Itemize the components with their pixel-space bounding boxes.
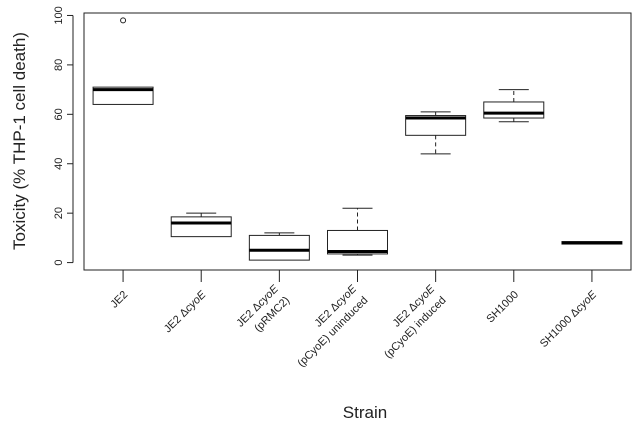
y-tick-label: 100 [53, 6, 65, 24]
x-tick-label: SH1000 [484, 289, 521, 326]
box-6 [483, 89, 545, 123]
boxes [92, 17, 623, 261]
y-tick-label: 20 [53, 207, 65, 219]
y-tick-label: 60 [53, 108, 65, 120]
y-axis-title: Toxicity (% THP-1 cell death) [10, 32, 29, 250]
box-iqr [405, 115, 467, 136]
y-tick-label: 80 [53, 59, 65, 71]
y-axis: 0 20 40 60 80 100 [53, 6, 74, 266]
box-iqr [483, 101, 545, 119]
box-iqr [327, 229, 388, 255]
outlier-point [120, 17, 127, 24]
y-tick-label: 0 [53, 260, 65, 266]
box-iqr [170, 216, 232, 238]
box-7 [561, 241, 623, 245]
box-2 [170, 212, 232, 238]
box-5 [405, 111, 467, 155]
x-tick-label: JE2 [108, 289, 130, 311]
x-tick-label: JE2 ΔcyoE [162, 288, 209, 335]
box-4 [327, 207, 388, 256]
box-iqr [92, 86, 154, 105]
box-3 [248, 232, 310, 261]
x-axis-title: Strain [343, 403, 387, 422]
box-iqr [248, 234, 310, 261]
x-tick-label: SH1000 ΔcyoE [538, 288, 600, 350]
y-tick-label: 40 [53, 158, 65, 170]
box-1 [92, 17, 154, 105]
